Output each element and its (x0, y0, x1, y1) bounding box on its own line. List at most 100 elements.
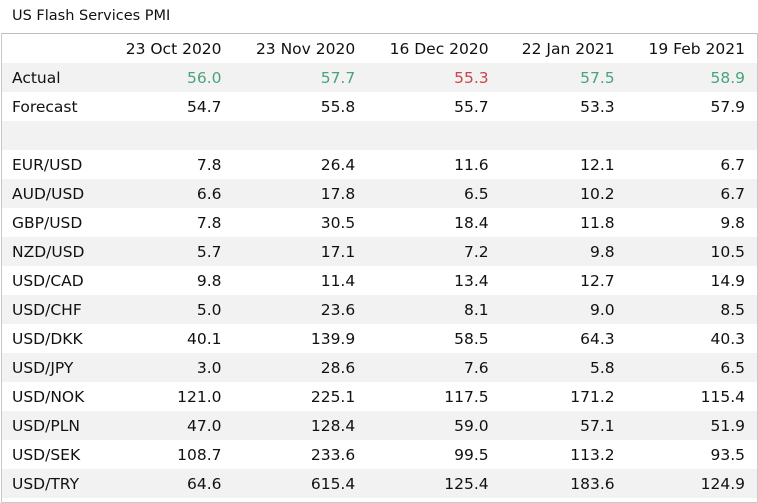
table-cell: 6.6 (104, 179, 234, 208)
table-cell: 30.5 (320, 213, 356, 232)
table-cell: 6.5 (626, 353, 757, 382)
table-cell: 5.8 (500, 353, 627, 382)
table-cell: 12.7 (580, 271, 615, 290)
table-cell: 47.0 (104, 411, 234, 440)
table-cell: 55.8 (320, 97, 356, 116)
table-cell: 9.0 (500, 295, 627, 324)
table-cell (626, 121, 757, 150)
table-cell: 128.4 (233, 411, 368, 440)
table-cell: 12.1 (580, 155, 615, 174)
table-cell: 11.4 (320, 271, 356, 290)
table-row: Forecast 54.7 55.8 55.7 53.3 57.9 (2, 92, 757, 121)
table-row: GBP/USD 7.8 30.5 18.4 11.8 9.8 (2, 208, 757, 237)
table-cell: 9.8 (500, 237, 627, 266)
table-cell: 113.2 (570, 445, 615, 464)
table-cell: 10.2 (500, 179, 627, 208)
table-cell: 8.1 (367, 295, 501, 324)
table-cell: 57.9 (710, 97, 745, 116)
row-label: USD/JPY (2, 353, 104, 382)
header-corner (2, 34, 104, 63)
table-cell: 11.6 (454, 155, 489, 174)
table-cell: 225.1 (310, 387, 356, 406)
column-header: 23 Nov 2020 (233, 34, 368, 63)
table-row: USD/DKK 40.1 139.9 58.5 64.3 40.3 (2, 324, 757, 353)
row-label: USD/SEK (12, 445, 81, 464)
table-body: Actual 56.0 57.7 55.3 57.5 58.9 Forecast 54.7 55… (2, 63, 757, 498)
table-cell: 7.8 (196, 155, 222, 174)
table-cell: 171.2 (570, 387, 615, 406)
table-row: USD/TRY 64.6 615.4 125.4 183.6 124.9 (2, 469, 757, 498)
table-row (2, 121, 757, 150)
table-cell: 54.7 (187, 97, 222, 116)
header-row: 23 Oct 2020 23 Nov 2020 16 Dec 2020 22 J… (2, 34, 757, 63)
table-row: USD/SEK 108.7 233.6 99.5 113.2 93.5 (2, 440, 757, 469)
row-label: Actual (2, 63, 104, 92)
row-label: NZD/USD (2, 237, 104, 266)
table-cell: 57.7 (233, 63, 368, 92)
table-cell: 59.0 (367, 411, 501, 440)
table-cell (500, 121, 627, 150)
table-cell: 17.1 (233, 237, 368, 266)
table-cell: 58.5 (454, 329, 489, 348)
table-cell: 23.6 (233, 295, 368, 324)
table-row: USD/PLN 47.0 128.4 59.0 57.1 51.9 (2, 411, 757, 440)
row-label: USD/CHF (2, 295, 104, 324)
table-cell: 7.6 (367, 353, 501, 382)
table-cell: 57.5 (500, 63, 627, 92)
table-row: USD/JPY 3.0 28.6 7.6 5.8 6.5 (2, 353, 757, 382)
table-cell: 40.1 (187, 329, 222, 348)
column-header: 16 Dec 2020 (367, 34, 501, 63)
row-label: USD/PLN (2, 411, 104, 440)
table-cell: 99.5 (454, 445, 489, 464)
row-label (2, 121, 104, 150)
row-label: GBP/USD (12, 213, 83, 232)
table-row: EUR/USD 7.8 26.4 11.6 12.1 6.7 (2, 150, 757, 179)
table-cell: 6.5 (367, 179, 501, 208)
table-cell: 139.9 (310, 329, 356, 348)
table-cell: 26.4 (320, 155, 356, 174)
table-cell: 8.5 (626, 295, 757, 324)
column-header: 19 Feb 2021 (626, 34, 757, 63)
table-cell: 55.3 (367, 63, 501, 92)
table-row: USD/NOK 121.0 225.1 117.5 171.2 115.4 (2, 382, 757, 411)
row-label: Forecast (12, 97, 78, 116)
table-cell: 3.0 (104, 353, 234, 382)
table-cell: 5.7 (104, 237, 234, 266)
table-cell: 183.6 (500, 469, 627, 498)
table-cell: 64.6 (104, 469, 234, 498)
table-cell: 7.2 (367, 237, 501, 266)
table-cell (367, 121, 501, 150)
table-cell: 17.8 (233, 179, 368, 208)
table-cell: 615.4 (233, 469, 368, 498)
table-cell: 28.6 (233, 353, 368, 382)
row-label: USD/DKK (12, 329, 83, 348)
table-row: AUD/USD 6.6 17.8 6.5 10.2 6.7 (2, 179, 757, 208)
table-cell: 53.3 (580, 97, 615, 116)
table-row: USD/CHF 5.0 23.6 8.1 9.0 8.5 (2, 295, 757, 324)
column-header: 22 Jan 2021 (500, 34, 627, 63)
data-table: 23 Oct 2020 23 Nov 2020 16 Dec 2020 22 J… (2, 34, 757, 498)
table-cell: 5.0 (104, 295, 234, 324)
table-title: US Flash Services PMI (12, 8, 171, 24)
table-cell (104, 121, 234, 150)
table-cell: 13.4 (454, 271, 489, 290)
table-cell: 10.5 (626, 237, 757, 266)
table-cell: 6.7 (626, 179, 757, 208)
table-row: USD/CAD 9.8 11.4 13.4 12.7 14.9 (2, 266, 757, 295)
table-cell: 55.7 (454, 97, 489, 116)
row-label: USD/TRY (2, 469, 104, 498)
row-label: USD/CAD (12, 271, 84, 290)
row-label: USD/NOK (12, 387, 85, 406)
data-table-frame: 23 Oct 2020 23 Nov 2020 16 Dec 2020 22 J… (1, 33, 758, 503)
table-cell: 58.9 (626, 63, 757, 92)
table-cell: 108.7 (177, 445, 222, 464)
table-cell: 125.4 (367, 469, 501, 498)
table-row: Actual 56.0 57.7 55.3 57.5 58.9 (2, 63, 757, 92)
table-cell: 57.1 (500, 411, 627, 440)
table-cell: 11.8 (580, 213, 615, 232)
table-cell: 7.8 (196, 213, 222, 232)
table-cell: 18.4 (454, 213, 489, 232)
table-cell (233, 121, 368, 150)
column-header: 23 Oct 2020 (104, 34, 234, 63)
table-cell: 51.9 (626, 411, 757, 440)
